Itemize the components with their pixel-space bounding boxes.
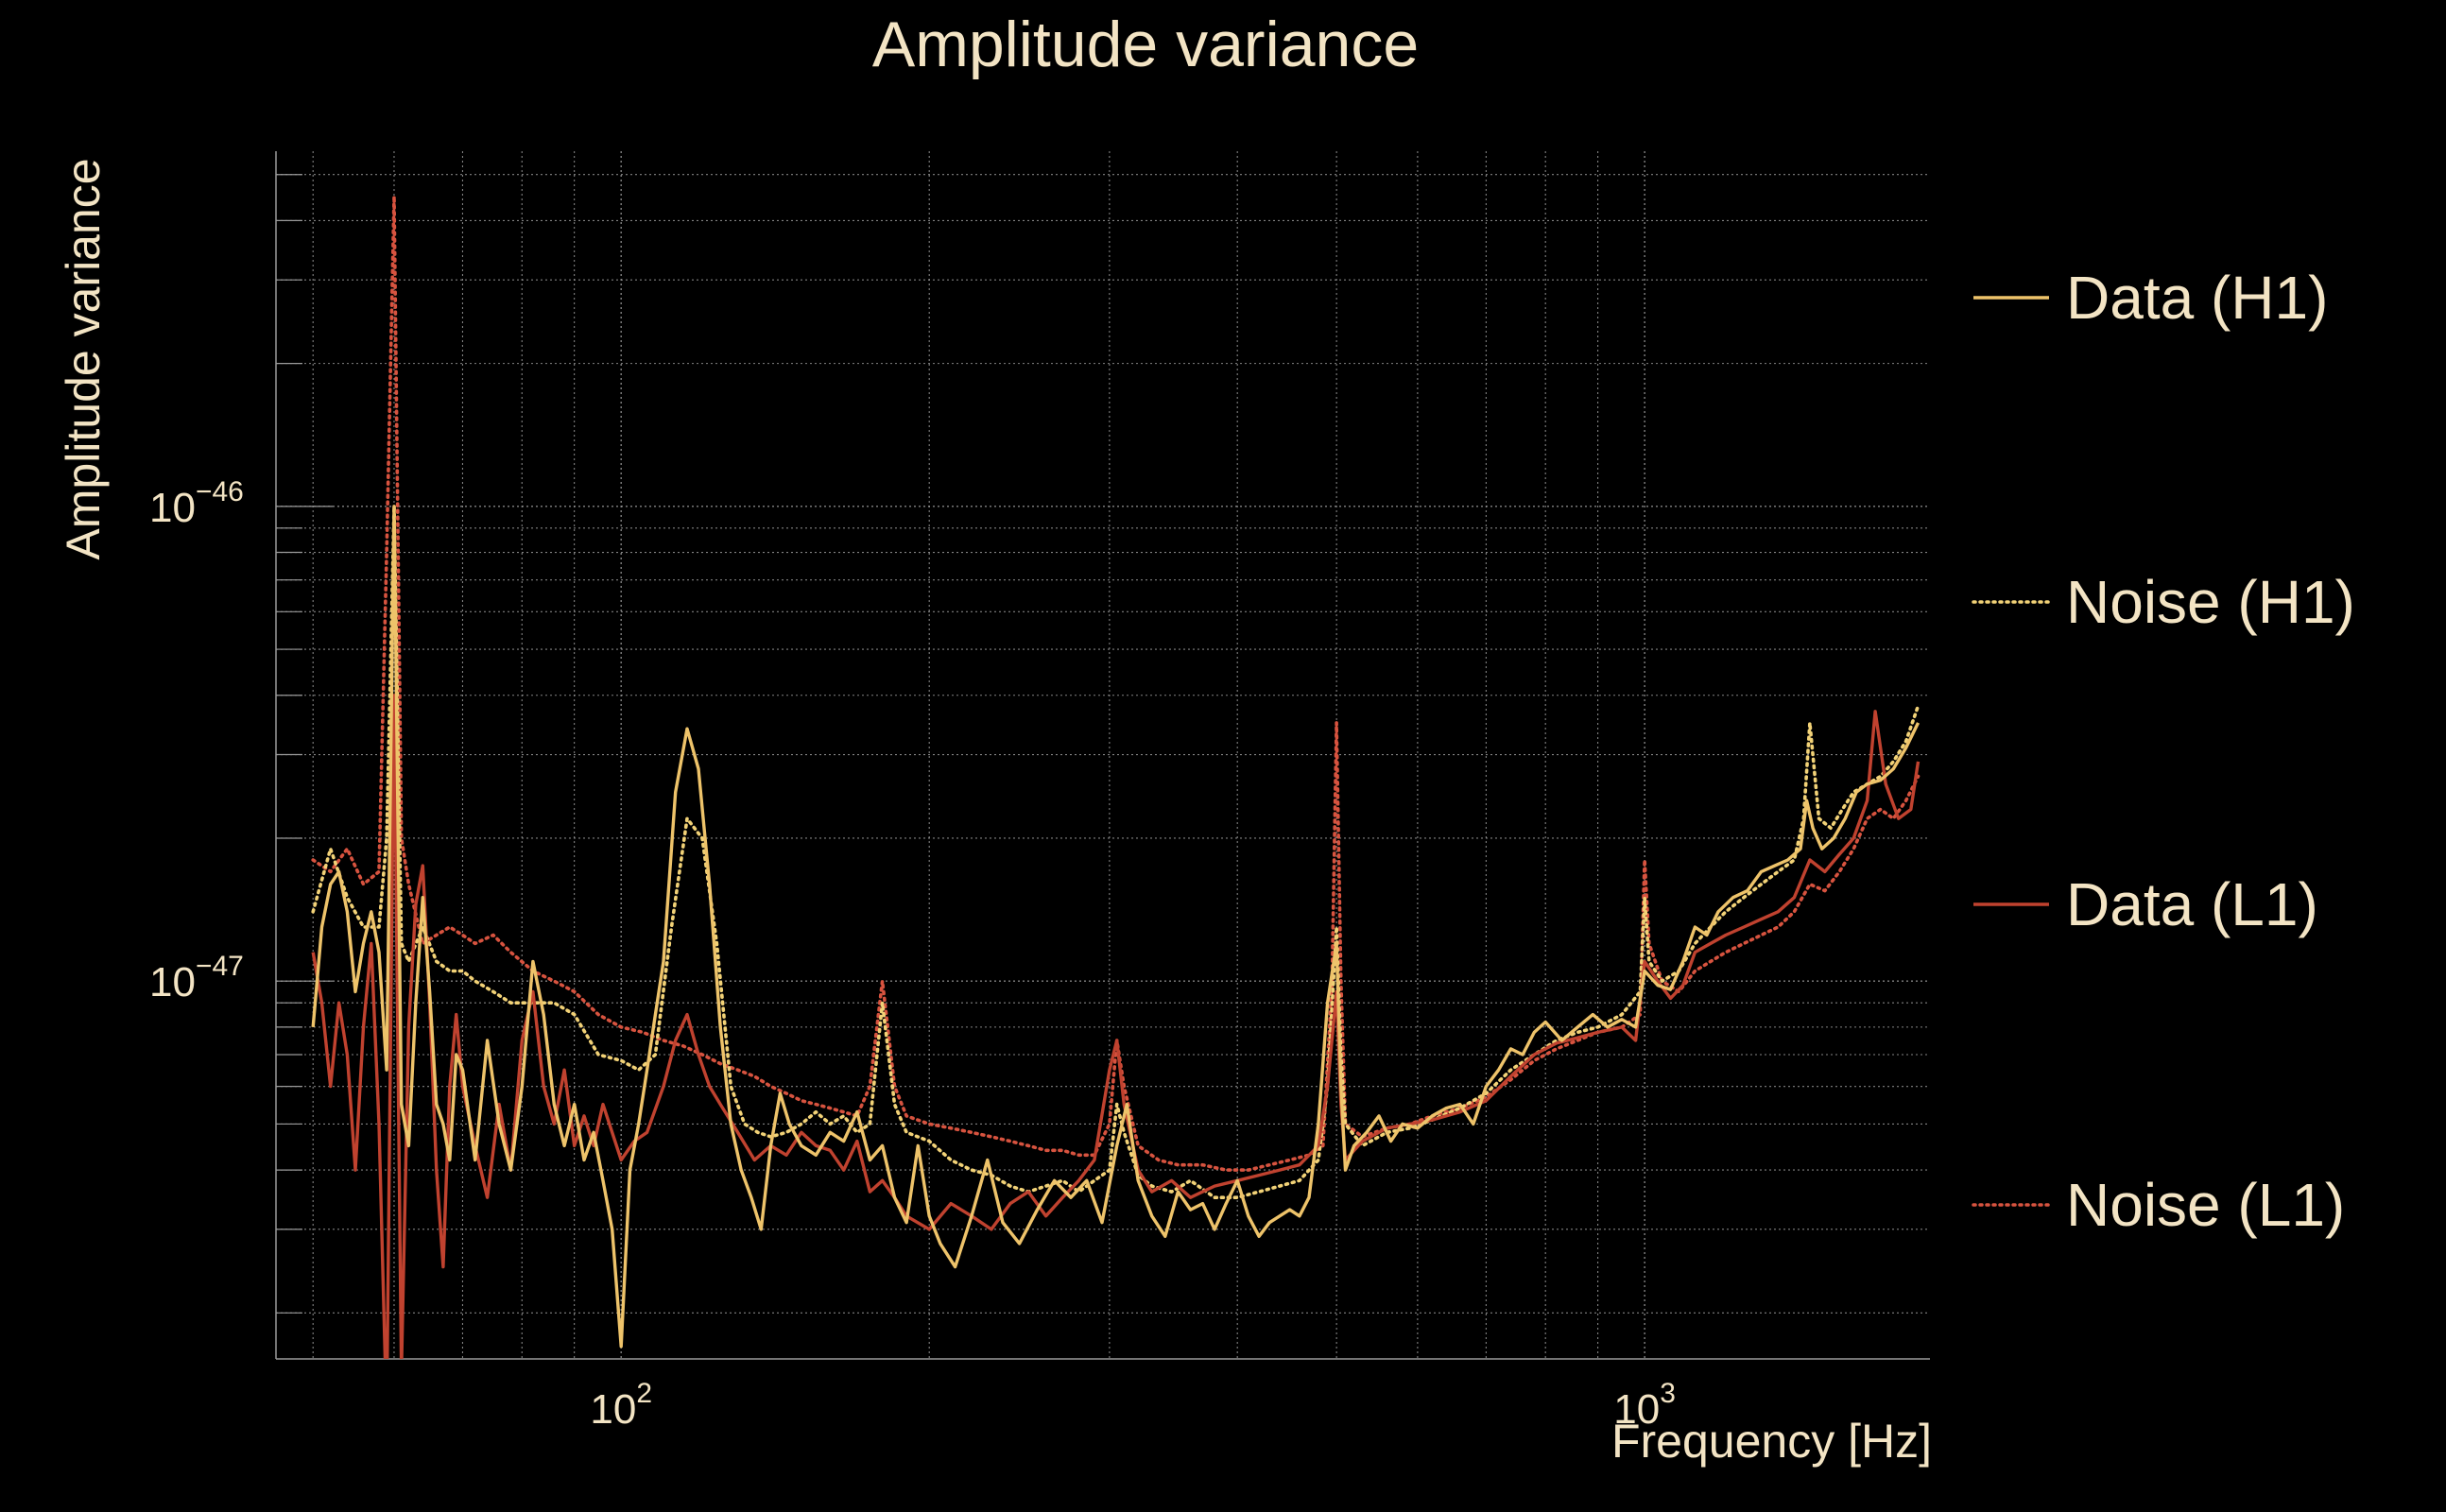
y-axis-label: Amplitude variance xyxy=(57,158,110,559)
x-tick-exponent: 2 xyxy=(636,1378,652,1409)
x-tick-label: 102 xyxy=(590,1378,652,1433)
y-tick-label: 10−46 xyxy=(149,476,244,531)
legend-label-data-l1: Data (L1) xyxy=(2066,870,2318,938)
x-tick-exponent: 3 xyxy=(1660,1378,1676,1409)
legend-label-noise-l1: Noise (L1) xyxy=(2066,1171,2345,1239)
y-tick-base: 10 xyxy=(149,485,196,531)
legend-label-noise-h1: Noise (H1) xyxy=(2066,568,2355,636)
x-tick-base: 10 xyxy=(590,1386,636,1433)
y-tick-exponent: −46 xyxy=(196,476,244,507)
x-tick-base: 10 xyxy=(1613,1386,1660,1433)
grid xyxy=(276,151,1930,1359)
y-tick-exponent: −47 xyxy=(196,951,244,982)
series-line-noise-h1 xyxy=(311,505,1921,1199)
series-line-data-h1 xyxy=(311,505,1921,1349)
series-line-noise-l1 xyxy=(311,194,1921,1172)
y-tick-label: 10−47 xyxy=(149,951,244,1005)
series-layer xyxy=(311,194,1921,1359)
y-tick-base: 10 xyxy=(149,959,196,1005)
x-tick-label: 103 xyxy=(1613,1378,1676,1433)
plot-frame xyxy=(275,151,1930,1360)
chart-title: Amplitude variance xyxy=(872,9,1419,80)
legend: Data (H1) Noise (H1) Data (L1) Noise (L1) xyxy=(1972,264,2355,1239)
legend-label-data-h1: Data (H1) xyxy=(2066,264,2328,332)
series-line-data-l1 xyxy=(311,694,1921,1359)
x-axis-label: Frequency [Hz] xyxy=(1611,1415,1932,1468)
